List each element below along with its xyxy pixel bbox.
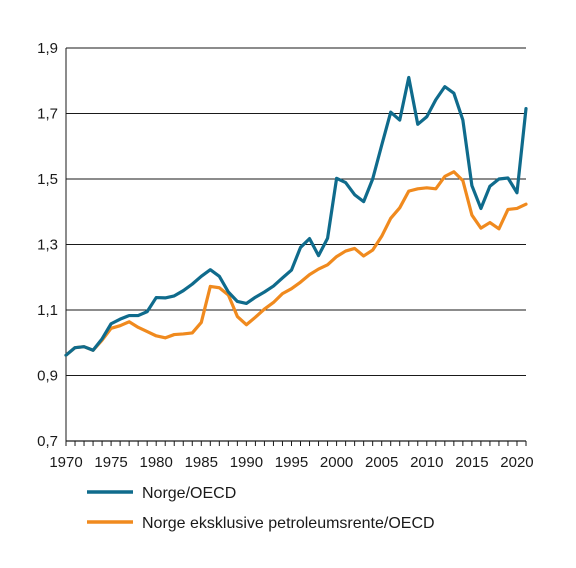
y-tick-label: 1,3 <box>37 237 58 254</box>
x-tick-label: 1970 <box>49 454 82 471</box>
y-tick-label: 1,7 <box>37 106 58 123</box>
x-tick-label: 1985 <box>185 454 218 471</box>
x-axis-tick-labels: 1970 1975 1980 1985 1990 1995 2000 2005 2010 2015… <box>49 454 533 471</box>
x-tick-label: 2010 <box>410 454 443 471</box>
y-tick-label: 0,7 <box>37 433 58 450</box>
legend-label-1: Norge/OECD <box>142 485 236 502</box>
y-tick-label: 1,5 <box>37 171 58 188</box>
x-tick-label: 1990 <box>230 454 263 471</box>
x-tick-label: 2020 <box>500 454 533 471</box>
x-tick-label: 1975 <box>94 454 127 471</box>
legend-label-2: Norge eksklusive petroleumsrente/OECD <box>142 515 435 532</box>
x-tick-label: 1995 <box>275 454 308 471</box>
x-tick-label: 2000 <box>320 454 353 471</box>
legend: Norge/OECD Norge eksklusive petroleumsren… <box>87 485 435 532</box>
x-tick-label: 1980 <box>140 454 173 471</box>
x-axis <box>65 48 527 446</box>
series-line-1 <box>64 75 528 357</box>
x-tick-label: 2005 <box>365 454 398 471</box>
series-lines <box>64 75 528 357</box>
x-tick-label: 2015 <box>455 454 488 471</box>
y-tick-label: 1,9 <box>37 40 58 57</box>
series-line-2 <box>64 170 528 357</box>
y-tick-label: 0,9 <box>37 368 58 385</box>
gridlines <box>66 47 526 376</box>
y-axis-tick-labels: 0,7 0,9 1,1 1,3 1,5 1,7 1,9 <box>37 40 58 450</box>
y-tick-label: 1,1 <box>37 302 58 319</box>
